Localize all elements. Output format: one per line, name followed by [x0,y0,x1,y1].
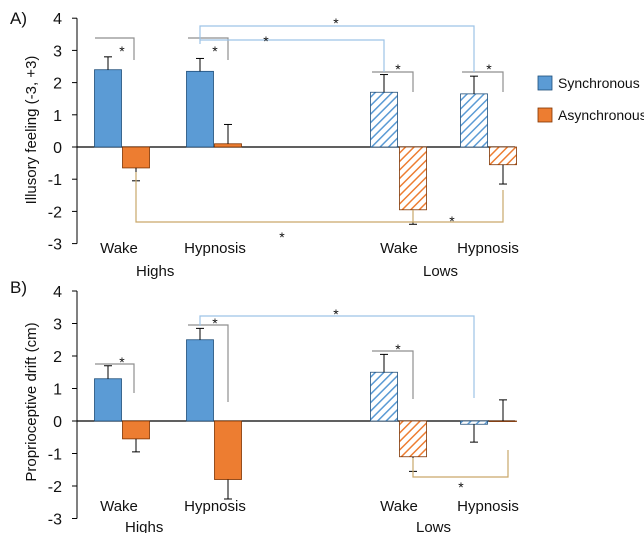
bar-asynchronous [399,420,427,458]
y-tick-label: 0 [53,140,62,157]
category-label: Wake [100,240,138,257]
panel-b-ylabel: Proprioceptive drift (cm) [23,322,40,481]
panel-a-group-lows: Lows [423,263,458,280]
y-tick-label: 4 [53,284,62,301]
y-tick-label: 2 [53,349,62,366]
panel-a-group-highs: Highs [136,263,174,280]
significance-bracket [372,71,414,92]
y-tick-label: 2 [53,76,62,93]
bar-asynchronous [489,420,517,422]
y-tick-label: 1 [53,108,62,125]
panel-b-group-highs: Highs [125,519,163,533]
significance-star: * [119,43,125,59]
significance-bracket [199,39,385,72]
category-label: Hypnosis [457,498,519,515]
bar-synchronous [186,339,214,422]
y-tick-label: 0 [53,414,62,431]
y-tick-label: 4 [53,11,62,28]
panel-a-ylabel: Illusory feeling (-3, +3) [23,56,40,205]
bar-asynchronous [122,146,150,169]
significance-star: * [333,15,339,31]
significance-star: * [263,33,269,49]
bar-synchronous [370,371,398,422]
bar-asynchronous [214,143,242,148]
y-tick-label: 1 [53,382,62,399]
significance-bracket [199,315,475,398]
significance-star: * [395,61,401,77]
bar-synchronous [460,93,488,148]
panel-b: 4 3 2 1 0 -1 -2 -3 Wake Hypnosis Wake Hypnosis * * * * * [48,284,519,529]
y-tick-label: -1 [48,172,62,189]
bar-synchronous [94,378,122,422]
significance-star: * [395,341,401,357]
significance-star: * [119,354,125,370]
significance-bracket [95,363,135,393]
category-label: Wake [380,498,418,515]
panel-b-group-lows: Lows [416,519,451,533]
legend-swatch-asynchronous [537,107,553,123]
y-tick-label: -2 [48,479,62,496]
y-tick-label: 3 [53,317,62,334]
significance-bracket [462,71,504,92]
legend: Synchronous Asynchronous [537,75,644,123]
legend-label-synchronous: Synchronous [558,75,640,91]
category-label: Wake [380,240,418,257]
bar-asynchronous [399,146,427,211]
panel-b-label: B) [10,278,27,297]
category-label: Hypnosis [184,240,246,257]
significance-bracket [413,190,504,223]
significance-star: * [449,213,455,229]
significance-star: * [212,315,218,331]
significance-bracket [135,172,414,223]
significance-bracket [372,350,414,399]
panel-a-label: A) [10,9,27,28]
bar-synchronous [460,420,488,425]
significance-bracket [188,37,229,60]
legend-swatch-synchronous [537,75,553,91]
category-label: Hypnosis [184,498,246,515]
y-tick-label: -2 [48,204,62,221]
significance-bracket [188,324,229,402]
bar-asynchronous [122,420,150,440]
significance-bracket [95,37,135,60]
significance-star: * [279,229,285,245]
bar-synchronous [94,69,122,148]
y-tick-label: -1 [48,447,62,464]
significance-star: * [333,306,339,322]
significance-bracket [412,450,509,478]
y-tick-label: -3 [48,237,62,254]
category-label: Wake [100,498,138,515]
significance-star: * [458,479,464,495]
bar-asynchronous [489,146,517,166]
bar-synchronous [370,91,398,148]
y-tick-label: -3 [48,512,62,529]
y-tick-label: 3 [53,43,62,60]
bar-asynchronous [214,420,242,480]
legend-label-asynchronous: Asynchronous [558,107,644,123]
bar-synchronous [186,70,214,148]
significance-bracket [199,25,475,72]
category-label: Hypnosis [457,240,519,257]
significance-star: * [212,43,218,59]
significance-star: * [486,61,492,77]
